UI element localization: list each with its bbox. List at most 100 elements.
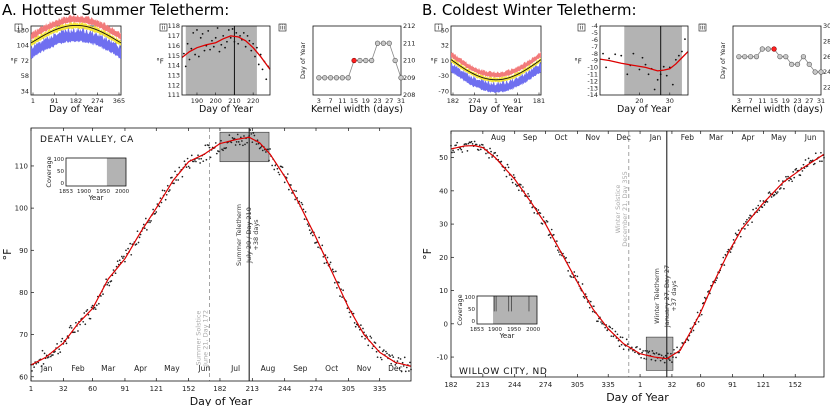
b_small_i-roman-label: i [438, 24, 440, 31]
a_main-point [161, 189, 164, 192]
a_main-month-label: Jul [230, 364, 240, 373]
b_main-point [511, 181, 514, 184]
a_small_i-ytick-label: 72 [21, 57, 29, 65]
b_main-point [747, 224, 749, 226]
b_main-point [763, 204, 766, 206]
a_main-point [381, 350, 384, 353]
b_main-point [762, 200, 765, 202]
a_main-point [65, 342, 68, 345]
a_main-point [159, 197, 162, 200]
b_main-point [794, 168, 797, 171]
a_small_iii-xtick-label: 31 [397, 97, 405, 105]
a_small_ii-ytick-label: 111 [168, 91, 180, 99]
a_main-point [317, 246, 319, 249]
a_main-point [75, 321, 77, 324]
b_small_ii-point [644, 63, 647, 66]
b_small_i-ytick-label: 10 [441, 57, 449, 65]
b_main-point [696, 311, 699, 314]
b_main-point [776, 191, 779, 193]
b_main-month-label: Mar [709, 133, 724, 142]
a_main-point [70, 327, 73, 329]
a_small_ii-point [188, 58, 191, 61]
b_main-smoothed-curve [450, 145, 825, 360]
b_small_ii-point [626, 73, 629, 76]
a_main-point [222, 149, 224, 152]
a_small_iii-point [392, 57, 398, 64]
b_small_iii-point [789, 61, 795, 67]
b_main-point [732, 238, 735, 241]
a_main-point [89, 317, 92, 320]
b_main-inset-xtick-label: 1853 [470, 327, 484, 333]
a_main-point [200, 157, 203, 160]
a_main-month-label: Mar [101, 364, 116, 373]
b_main-point [510, 178, 513, 181]
b_main-point [785, 175, 787, 178]
b_main-point [654, 359, 657, 362]
b_small_ii-point [674, 58, 677, 61]
b_main-point [466, 150, 469, 152]
a_small_i-xtick-label: 1 [31, 97, 35, 105]
a_small_iii-selected-point [351, 57, 357, 64]
a_small_ii-point [255, 46, 258, 49]
b_small_ii-xtick-label: 20 [635, 97, 643, 105]
a_main-point [257, 142, 260, 145]
b_main-point [471, 143, 474, 145]
a_small_ii-point [242, 32, 245, 34]
a_main-point [106, 283, 109, 286]
a_main-point [137, 241, 140, 244]
a_small_ii-point [196, 29, 198, 31]
a_main-point [98, 302, 100, 305]
a_main-inset-ytick-label: 50 [57, 169, 64, 175]
b_small_ii-point [681, 50, 683, 53]
b_main-location: WILLOW CITY, ND [459, 367, 547, 377]
a_main-teletherm-extent: +38 days [252, 219, 260, 251]
b_main-point [490, 150, 492, 153]
a_main-point [256, 139, 259, 142]
b_main-point [653, 352, 656, 355]
a_small_iii-point [363, 57, 369, 64]
b_main-solstice-date: December 21, Day 355 [621, 171, 629, 246]
b_main-point [611, 327, 614, 330]
b_small_ii-ytick-label: -14 [587, 91, 598, 99]
a_main-inset-xtick-label: 2000 [115, 189, 129, 195]
a_small_ii-window [185, 26, 257, 95]
b_small_i-xtick-label: 181 [533, 97, 545, 105]
b_main-point [670, 352, 672, 355]
a_main-inset-xlabel: Year [88, 194, 104, 202]
b_main-point [667, 358, 670, 360]
a_small_ii-smoothed-curve [181, 35, 271, 70]
b_main-point [788, 179, 790, 182]
a_main-point [85, 310, 88, 313]
a_main-point [244, 143, 246, 146]
b_small_i-xtick-label: 274 [468, 97, 480, 105]
a_main-point [236, 133, 239, 136]
a_main-point [375, 350, 378, 353]
b_small_ii-point [684, 38, 686, 41]
b_main-point [459, 147, 462, 150]
b_main-point [640, 356, 642, 359]
b_main-point [795, 167, 798, 170]
a_main-point [394, 363, 397, 366]
b_main-point [489, 147, 491, 150]
a_small_ii-point [224, 46, 226, 49]
b_small_ii-ytick-label: -11 [587, 71, 598, 79]
a_main-inset-xtick-label: 1950 [96, 189, 110, 195]
b_small_ii-point [671, 83, 674, 86]
a_main-ytick-label: 80 [19, 289, 28, 297]
a_main-point [42, 363, 45, 365]
b_main-point [465, 143, 468, 145]
a_main-point [171, 176, 173, 179]
b_small_ii-ytick-label: -8 [592, 50, 598, 58]
a_main-point [198, 157, 200, 160]
a_main-point [49, 355, 52, 358]
b_main-point [664, 354, 667, 357]
a_main-point [150, 219, 152, 222]
b_main-point [618, 345, 621, 348]
b_main-point [612, 335, 615, 338]
b_main-point [573, 271, 576, 273]
b_small_iii-point [812, 69, 818, 75]
b_small_iii-xtick-label: 11 [758, 97, 766, 105]
a_small_i-chart: i 1 91 182 274 365 130 104 72 58 34 Day of Year °F [10, 14, 125, 115]
b_small_iii-point [759, 46, 765, 52]
a_main-point [388, 354, 390, 356]
